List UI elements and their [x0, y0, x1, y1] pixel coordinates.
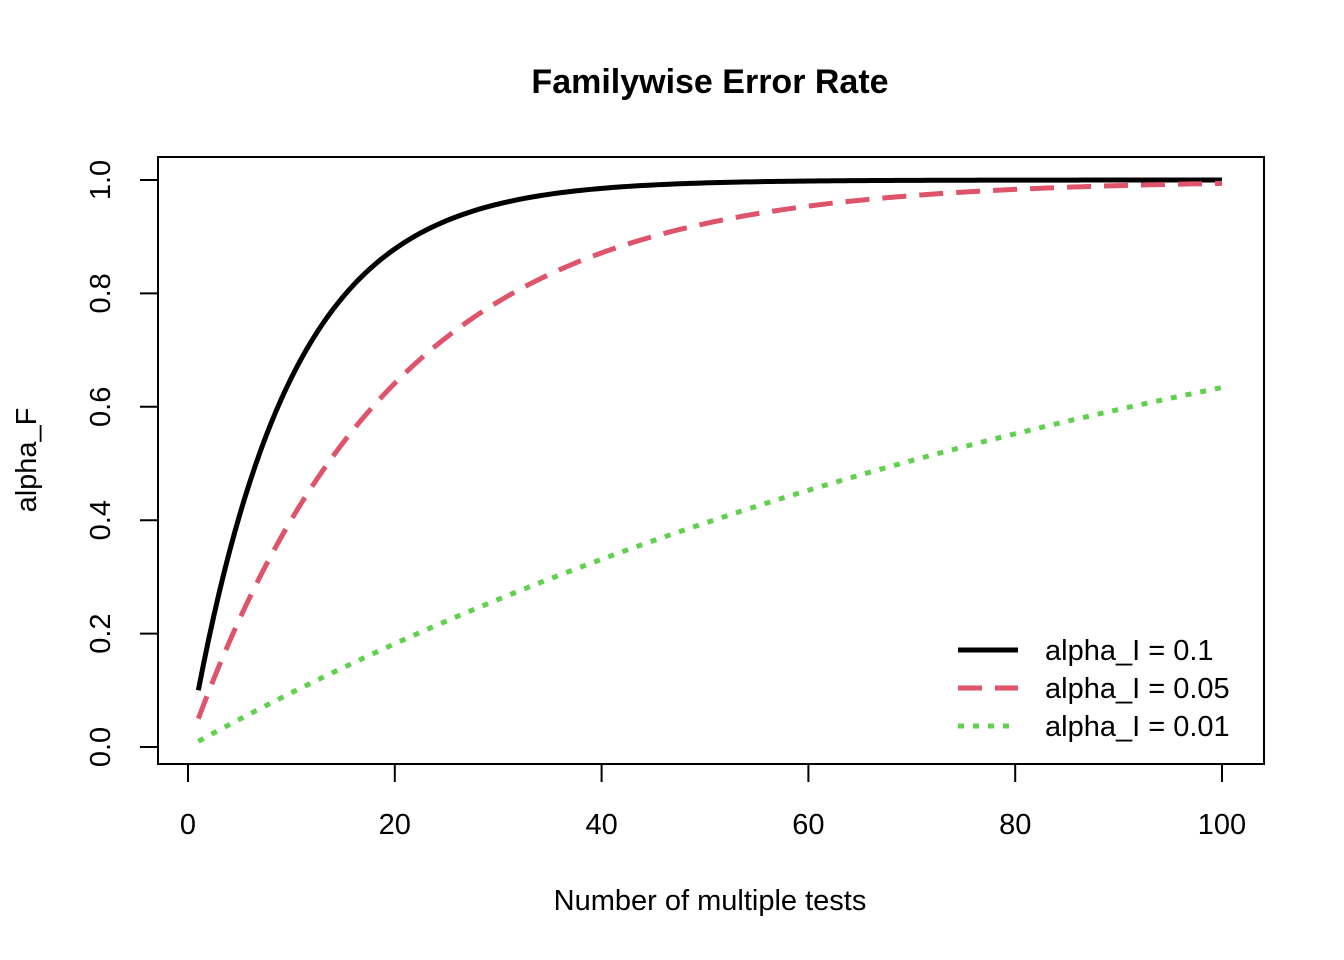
chart-title: Familywise Error Rate [531, 63, 888, 101]
series-line-1 [196, 180, 1223, 720]
legend-label: alpha_I = 0.1 [1045, 635, 1214, 667]
series-line-0 [195, 177, 1222, 691]
y-axis: 0.0 0.2 0.4 0.6 0.8 1.0 [85, 160, 159, 767]
x-tick-label: 60 [792, 809, 824, 841]
x-tick-label: 80 [999, 809, 1031, 841]
x-tick-label: 20 [379, 809, 411, 841]
x-tick-label: 40 [585, 809, 617, 841]
y-tick-label: 0.4 [85, 500, 117, 540]
x-axis: 0 20 40 60 80 100 [180, 763, 1246, 841]
y-tick-label: 1.0 [85, 160, 117, 200]
y-tick-label: 0.2 [85, 613, 117, 653]
x-axis-title: Number of multiple tests [554, 885, 867, 917]
legend-label: alpha_I = 0.05 [1045, 673, 1230, 705]
y-tick-label: 0.0 [85, 727, 117, 767]
series-line-2 [197, 385, 1223, 744]
series-layer [195, 177, 1223, 744]
x-tick-label: 0 [180, 809, 196, 841]
y-axis-title: alpha_F [11, 408, 43, 513]
y-tick-label: 0.6 [85, 387, 117, 427]
x-tick-label: 100 [1198, 809, 1246, 841]
legend: alpha_I = 0.1 alpha_I = 0.05 alpha_I = 0.0… [958, 635, 1230, 743]
legend-label: alpha_I = 0.01 [1045, 711, 1230, 743]
y-tick-label: 0.8 [85, 273, 117, 313]
